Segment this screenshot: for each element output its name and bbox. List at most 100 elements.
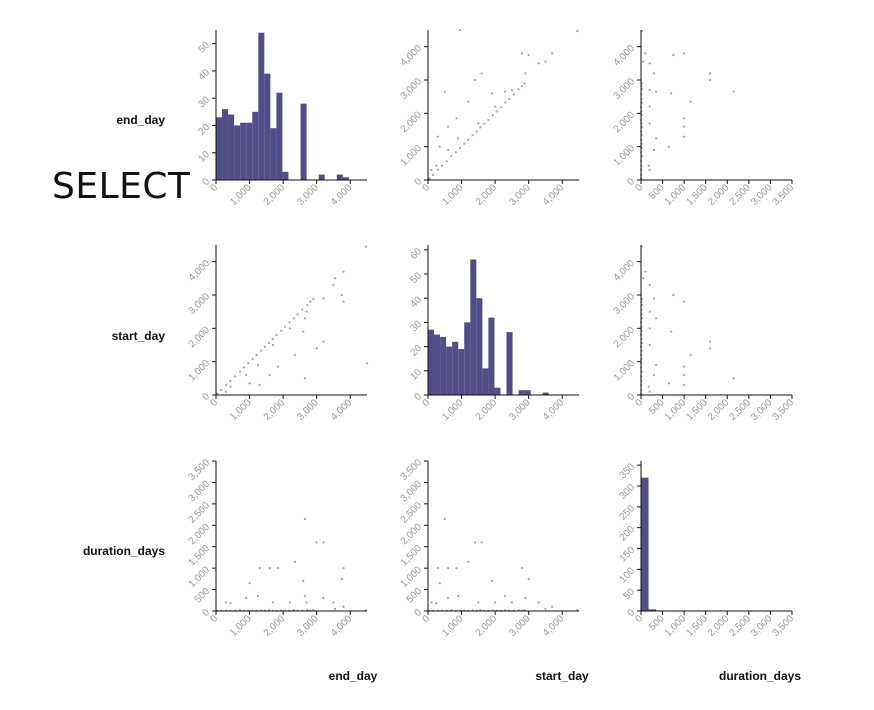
column-label-duration-days: duration_days xyxy=(718,669,802,683)
data-point xyxy=(655,137,658,140)
data-point xyxy=(471,134,474,137)
data-point xyxy=(473,541,477,544)
data-point xyxy=(364,245,368,248)
x-tick-label: 1,000 xyxy=(440,182,466,208)
data-point xyxy=(683,373,686,377)
data-point xyxy=(467,138,470,141)
histogram-bar xyxy=(318,174,325,180)
histogram-bar xyxy=(336,174,343,180)
data-point xyxy=(510,88,513,92)
data-point xyxy=(288,321,291,324)
data-point xyxy=(443,517,446,520)
y-tick-label: 250 xyxy=(618,503,638,523)
data-point xyxy=(284,325,287,328)
data-point xyxy=(455,567,458,570)
data-point xyxy=(263,345,266,348)
data-point xyxy=(473,78,477,82)
data-point xyxy=(224,390,228,393)
data-point xyxy=(447,597,450,600)
y-tick-label: 2,000 xyxy=(612,324,638,350)
x-tick-label: 2,000 xyxy=(262,397,288,423)
data-point xyxy=(430,601,433,604)
data-point xyxy=(454,151,457,154)
x-tick-label: 1,000 xyxy=(440,397,466,423)
data-point xyxy=(527,577,530,580)
data-point xyxy=(652,373,656,377)
data-point xyxy=(477,601,480,604)
data-point xyxy=(430,168,433,172)
data-point xyxy=(293,560,296,563)
x-tick-label: 1,000 xyxy=(663,182,689,208)
x-tick-label: 4,000 xyxy=(541,182,567,208)
data-point xyxy=(447,567,450,570)
data-point xyxy=(436,135,440,138)
data-point xyxy=(315,347,318,350)
x-tick-label: 0 xyxy=(633,613,645,625)
x-tick-label: 4,000 xyxy=(329,182,355,208)
data-point xyxy=(708,72,712,75)
data-point xyxy=(247,362,250,365)
histogram-bar xyxy=(506,332,513,395)
histogram-bar xyxy=(270,128,277,180)
data-point xyxy=(648,343,651,347)
x-tick-label: 3,500 xyxy=(771,182,797,208)
data-point xyxy=(537,601,540,604)
data-point xyxy=(508,97,511,101)
data-point xyxy=(480,541,483,544)
data-point xyxy=(302,330,305,333)
data-point xyxy=(334,277,337,280)
data-point xyxy=(322,541,325,544)
histogram-bar xyxy=(458,349,465,395)
histogram-bar xyxy=(228,114,235,180)
histogram-bar xyxy=(282,171,289,180)
data-point xyxy=(644,270,647,273)
y-tick-label: 60 xyxy=(408,246,424,262)
y-tick-label: 40 xyxy=(196,67,212,83)
data-point xyxy=(342,605,345,608)
x-tick-label: 1,000 xyxy=(663,397,689,423)
data-point xyxy=(445,160,448,163)
data-point xyxy=(520,567,524,570)
x-tick-label: 3,500 xyxy=(771,397,797,423)
data-point xyxy=(683,300,686,303)
data-point xyxy=(683,52,686,55)
y-tick-label: 4,000 xyxy=(399,43,425,69)
x-tick-label: 1,500 xyxy=(684,182,710,208)
histogram-bar xyxy=(446,346,453,395)
y-tick-label: 3,000 xyxy=(612,291,638,317)
y-tick-label: 2,000 xyxy=(187,521,213,547)
data-point xyxy=(642,60,645,63)
y-tick-label: 4,000 xyxy=(612,43,638,69)
histogram-bar xyxy=(216,117,223,180)
x-tick-label: 4,000 xyxy=(541,613,567,639)
y-tick-label: 3,500 xyxy=(399,457,425,483)
y-tick-label: 30 xyxy=(408,318,424,334)
data-point xyxy=(303,317,307,320)
data-point xyxy=(667,382,671,385)
x-tick-label: 1,000 xyxy=(663,613,689,639)
x-tick-label: 3,000 xyxy=(295,397,321,423)
data-point xyxy=(271,337,274,341)
data-point xyxy=(301,308,304,311)
data-point xyxy=(517,88,520,91)
x-tick-label: 2,000 xyxy=(474,397,500,423)
x-tick-label: 2,500 xyxy=(728,397,754,423)
y-tick-label: 50 xyxy=(196,40,212,56)
data-point xyxy=(708,340,712,343)
data-point xyxy=(275,333,278,337)
data-point xyxy=(258,567,261,570)
x-tick-label: 3,500 xyxy=(771,613,797,639)
data-point xyxy=(652,148,656,152)
select-label: SELECT xyxy=(52,166,191,207)
histogram-bar xyxy=(276,92,283,180)
y-tick-label: 20 xyxy=(196,121,212,137)
x-tick-label: 2,500 xyxy=(728,182,754,208)
data-point xyxy=(689,353,692,357)
x-tick-label: 1,000 xyxy=(228,613,254,639)
data-point xyxy=(342,270,345,273)
data-point xyxy=(258,383,261,387)
x-tick-label: 3,000 xyxy=(507,613,533,639)
data-point xyxy=(303,594,307,598)
